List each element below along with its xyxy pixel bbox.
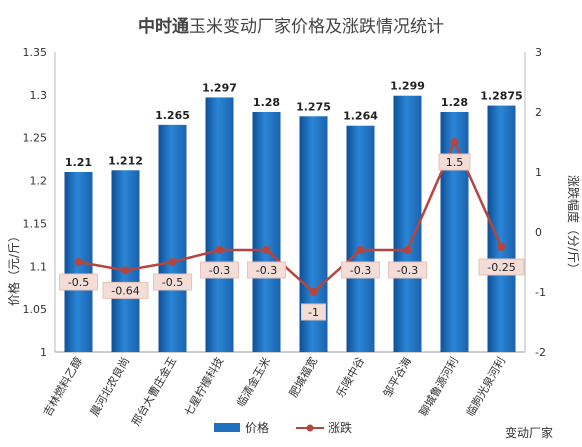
price-data-label: 1.21 xyxy=(65,156,92,169)
price-bar xyxy=(158,124,187,352)
price-bar xyxy=(205,97,234,352)
y-left-tick: 1.25 xyxy=(23,132,48,145)
x-axis-label: 变动厂家 xyxy=(505,425,553,440)
change-data-label: -0.3 xyxy=(209,264,230,277)
title-brand: 中时通 xyxy=(138,16,189,37)
x-tick-label: 邢台大曹庄金玉 xyxy=(128,355,179,429)
change-label-box xyxy=(438,153,471,171)
x-tick-label: 乐陵中谷 xyxy=(334,355,367,400)
change-label-box xyxy=(388,261,427,279)
change-marker xyxy=(168,258,177,266)
price-data-label: 1.212 xyxy=(108,154,143,167)
x-tick-label: 聊城鲁源河利 xyxy=(416,355,461,419)
x-tick-label: 临朐光泉河利 xyxy=(463,355,508,419)
price-bar xyxy=(487,105,516,352)
price-data-label: 1.28 xyxy=(441,96,468,109)
change-marker xyxy=(356,246,365,254)
price-bar xyxy=(111,170,140,352)
y-right-tick: 0 xyxy=(535,226,542,239)
y-left-tick: 1.2 xyxy=(30,175,48,188)
right-axis: -2 -1 0 1 2 3 xyxy=(524,46,546,359)
x-tick-label: 晨河北农良尚 xyxy=(87,355,132,419)
price-labels: 1.21 1.212 1.265 1.297 1.28 1.275 1.264 1.299 1.… xyxy=(65,80,523,169)
change-marker xyxy=(121,266,130,275)
change-data-label: -0.3 xyxy=(397,264,418,277)
legend-line-label: 涨跌 xyxy=(328,420,352,435)
price-bar xyxy=(252,112,281,352)
y-right-label: 涨跌幅度（分/斤） xyxy=(566,175,581,275)
change-label-box xyxy=(200,261,239,279)
y-right-tick: 1 xyxy=(535,166,542,179)
y-right-tick: -2 xyxy=(535,346,546,359)
title-rest: 玉米变动厂家价格及涨跌情况统计 xyxy=(189,17,444,37)
legend-line-marker xyxy=(306,424,314,432)
y-left-tick: 1.1 xyxy=(30,260,48,273)
change-label-box xyxy=(341,261,380,279)
price-data-label: 1.275 xyxy=(296,100,331,113)
y-right-tick: 3 xyxy=(535,46,542,59)
change-label-box xyxy=(478,258,525,276)
x-tick-label: 肥城福宽 xyxy=(286,355,320,400)
price-bars xyxy=(64,95,516,353)
change-label-box xyxy=(247,261,286,279)
legend-bar-swatch xyxy=(214,423,240,432)
price-data-label: 1.299 xyxy=(390,80,425,93)
change-series-line xyxy=(78,138,503,294)
y-left-tick: 1.15 xyxy=(23,217,48,230)
price-data-label: 1.265 xyxy=(155,109,190,122)
y-left-tick: 1.3 xyxy=(30,89,48,102)
price-bar xyxy=(346,125,375,352)
price-data-label: 1.28 xyxy=(253,96,280,109)
x-tick-label: 临清金玉米 xyxy=(233,355,273,410)
price-data-label: 1.297 xyxy=(202,81,237,94)
change-marker xyxy=(497,243,506,251)
legend: 价格 涨跌 xyxy=(214,420,352,435)
y-right-tick: 2 xyxy=(535,106,542,119)
change-label-box xyxy=(301,303,326,321)
change-data-label: 1.5 xyxy=(446,156,464,169)
change-marker xyxy=(450,138,459,146)
change-data-label: -0.64 xyxy=(111,284,139,297)
price-data-label: 1.2875 xyxy=(480,90,522,103)
change-marker xyxy=(309,288,318,296)
x-tick-label: 七星柠檬科技 xyxy=(181,355,226,419)
change-data-label: -0.3 xyxy=(350,264,371,277)
price-bar xyxy=(440,112,469,352)
price-bar xyxy=(393,95,422,352)
change-data-label: -1 xyxy=(308,306,319,319)
change-label-box xyxy=(102,281,149,299)
chart-title: 中时通玉米变动厂家价格及涨跌情况统计 xyxy=(138,16,444,37)
y-left-tick: 1.05 xyxy=(23,303,48,316)
x-tick-label: 吉林燃料乙醇 xyxy=(40,355,85,419)
y-left-label: 价格（元/斤） xyxy=(6,230,21,306)
change-data-label: -0.5 xyxy=(68,276,89,289)
change-data-label: -0.5 xyxy=(162,276,183,289)
change-marker xyxy=(403,246,412,254)
change-data-label: -0.3 xyxy=(256,264,277,277)
change-marker xyxy=(74,258,83,266)
y-left-tick: 1.35 xyxy=(23,46,48,59)
y-left-tick: 1 xyxy=(40,346,47,359)
change-marker xyxy=(215,246,224,254)
change-marker xyxy=(262,246,271,254)
x-tick-label: 邹平谷海 xyxy=(380,355,414,400)
change-line: -0.5 -0.64 -0.5 -0.3 -0.3 -1 -0.3 -0.3 1.5 -0.25 xyxy=(59,138,525,321)
change-label-box xyxy=(59,273,98,291)
price-data-label: 1.264 xyxy=(343,110,378,123)
change-label-box xyxy=(153,273,192,291)
legend-bar-label: 价格 xyxy=(245,420,269,435)
y-right-tick: -1 xyxy=(535,286,546,299)
change-data-label: -0.25 xyxy=(487,261,515,274)
